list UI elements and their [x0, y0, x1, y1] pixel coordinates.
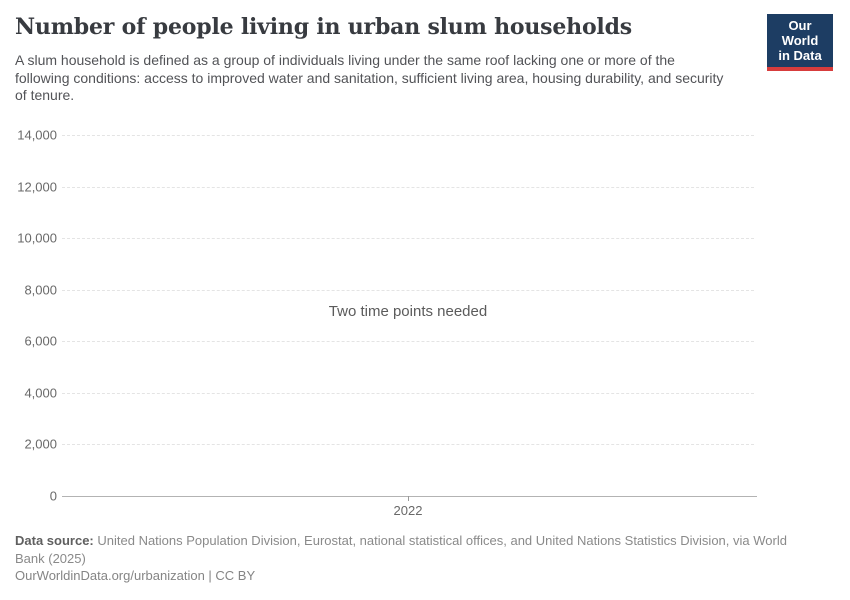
gridline [62, 290, 754, 291]
gridline [62, 444, 754, 445]
owid-logo[interactable]: Our World in Data [767, 14, 833, 71]
y-axis-tick-label: 8,000 [24, 282, 57, 298]
y-axis-tick-label: 4,000 [24, 385, 57, 401]
y-axis-tick-label: 12,000 [17, 179, 57, 195]
attribution-link[interactable]: OurWorldinData.org/urbanization [15, 568, 205, 583]
y-axis-tick-label: 6,000 [24, 333, 57, 349]
owid-logo-line1: Our World [781, 18, 819, 48]
license-label: | CC BY [204, 568, 256, 583]
page-title: Number of people living in urban slum ho… [15, 14, 632, 40]
data-source-text: United Nations Population Division, Euro… [15, 533, 787, 566]
y-axis-tick-label: 2,000 [24, 436, 57, 452]
gridline [62, 393, 754, 394]
y-axis-tick-label: 10,000 [17, 230, 57, 246]
owid-logo-line2: in Data [778, 48, 822, 63]
gridline [62, 135, 754, 136]
y-axis-tick-label: 0 [49, 488, 57, 504]
data-source-note: Data source: United Nations Population D… [15, 532, 817, 567]
y-axis-tick-label: 14,000 [17, 127, 57, 143]
gridline [62, 341, 754, 342]
chart-empty-message: Two time points needed [328, 303, 488, 320]
gridline [62, 238, 754, 239]
data-source-label: Data source: [15, 533, 94, 548]
x-axis-line [62, 496, 757, 497]
x-axis-tick-mark [408, 496, 409, 501]
attribution: OurWorldinData.org/urbanization | CC BY [15, 568, 255, 583]
chart-subtitle: A slum household is defined as a group o… [15, 52, 724, 103]
x-axis-tick-label: 2022 [393, 503, 423, 518]
gridline [62, 187, 754, 188]
